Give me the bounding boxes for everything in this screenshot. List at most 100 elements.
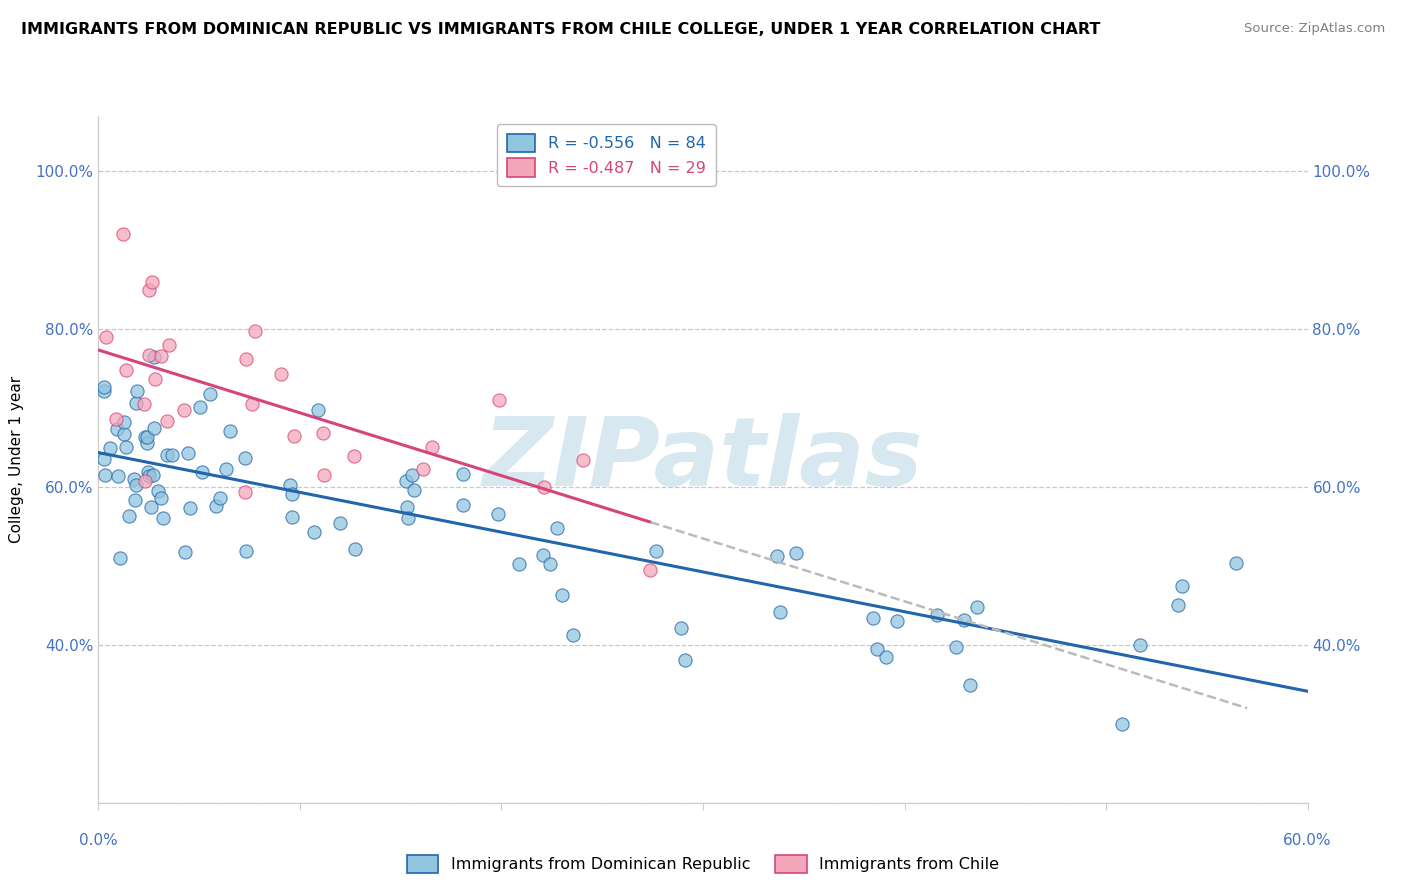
Point [162,449,184,463]
Text: IMMIGRANTS FROM DOMINICAN REPUBLIC VS IMMIGRANTS FROM CHILE COLLEGE, UNDER 1 YEA: IMMIGRANTS FROM DOMINICAN REPUBLIC VS IM… [21,22,1101,37]
Point [886,614,908,628]
Point [125,478,148,492]
Point [866,642,889,657]
Text: 0.0%: 0.0% [79,833,118,848]
Point [640,564,662,578]
Point [766,549,789,563]
Point [179,500,201,515]
Point [111,227,134,242]
Point [139,500,162,514]
Point [215,462,238,476]
Point [93,451,115,466]
Point [240,397,263,411]
Point [107,469,129,483]
Point [125,396,148,410]
Point [143,372,166,386]
Point [93,384,115,398]
Point [176,446,198,460]
Point [233,451,256,466]
Point [927,608,949,623]
Text: ZIPatlas: ZIPatlas [482,413,924,506]
Text: 60.0%: 60.0% [1284,833,1331,848]
Point [945,640,967,654]
Point [278,478,301,492]
Point [115,363,138,377]
Point [173,544,195,558]
Point [114,415,136,429]
Point [114,440,136,454]
Point [396,500,419,515]
Point [173,403,195,417]
Point [135,436,157,450]
Point [1225,556,1247,570]
Point [1170,578,1192,592]
Point [953,613,976,627]
Point [124,492,146,507]
Point [669,621,692,635]
Point [205,500,228,514]
Point [243,324,266,338]
Point [1111,716,1133,731]
Point [561,628,583,642]
Point [546,521,568,535]
Point [769,605,792,619]
Point [93,380,115,394]
Point [453,467,475,481]
Point [96,329,118,343]
Point [571,453,593,467]
Point [112,426,135,441]
Legend: R = -0.556   N = 84, R = -0.487   N = 29: R = -0.556 N = 84, R = -0.487 N = 29 [496,124,716,186]
Point [281,510,304,524]
Point [343,450,366,464]
Point [343,541,366,556]
Point [134,475,156,489]
Point [395,475,418,489]
Point [862,611,884,625]
Point [122,472,145,486]
Point [401,467,423,482]
Point [132,397,155,411]
Point [209,491,232,506]
Point [149,491,172,505]
Point [108,551,131,566]
Point [138,348,160,362]
Point [302,525,325,540]
Point [412,462,434,476]
Point [550,588,572,602]
Point [307,402,329,417]
Point [152,511,174,525]
Point [138,468,160,483]
Point [150,350,173,364]
Point [235,544,257,558]
Point [488,392,510,407]
Point [142,468,165,483]
Point [508,557,530,571]
Point [200,386,222,401]
Point [959,678,981,692]
Point [104,412,127,426]
Point [188,400,211,414]
Point [875,649,897,664]
Point [134,429,156,443]
Point [1129,638,1152,652]
Point [644,543,666,558]
Point [486,508,509,522]
Point [270,367,292,381]
Point [1167,598,1189,612]
Point [785,546,807,560]
Point [673,653,696,667]
Point [420,440,443,454]
Point [329,516,352,530]
Point [533,479,555,493]
Text: Source: ZipAtlas.com: Source: ZipAtlas.com [1244,22,1385,36]
Point [136,465,159,479]
Point [136,429,159,443]
Point [312,468,335,483]
Point [98,441,121,455]
Point [94,468,117,483]
Point [451,498,474,512]
Point [218,424,240,438]
Point [191,466,214,480]
Point [156,414,179,428]
Point [156,449,179,463]
